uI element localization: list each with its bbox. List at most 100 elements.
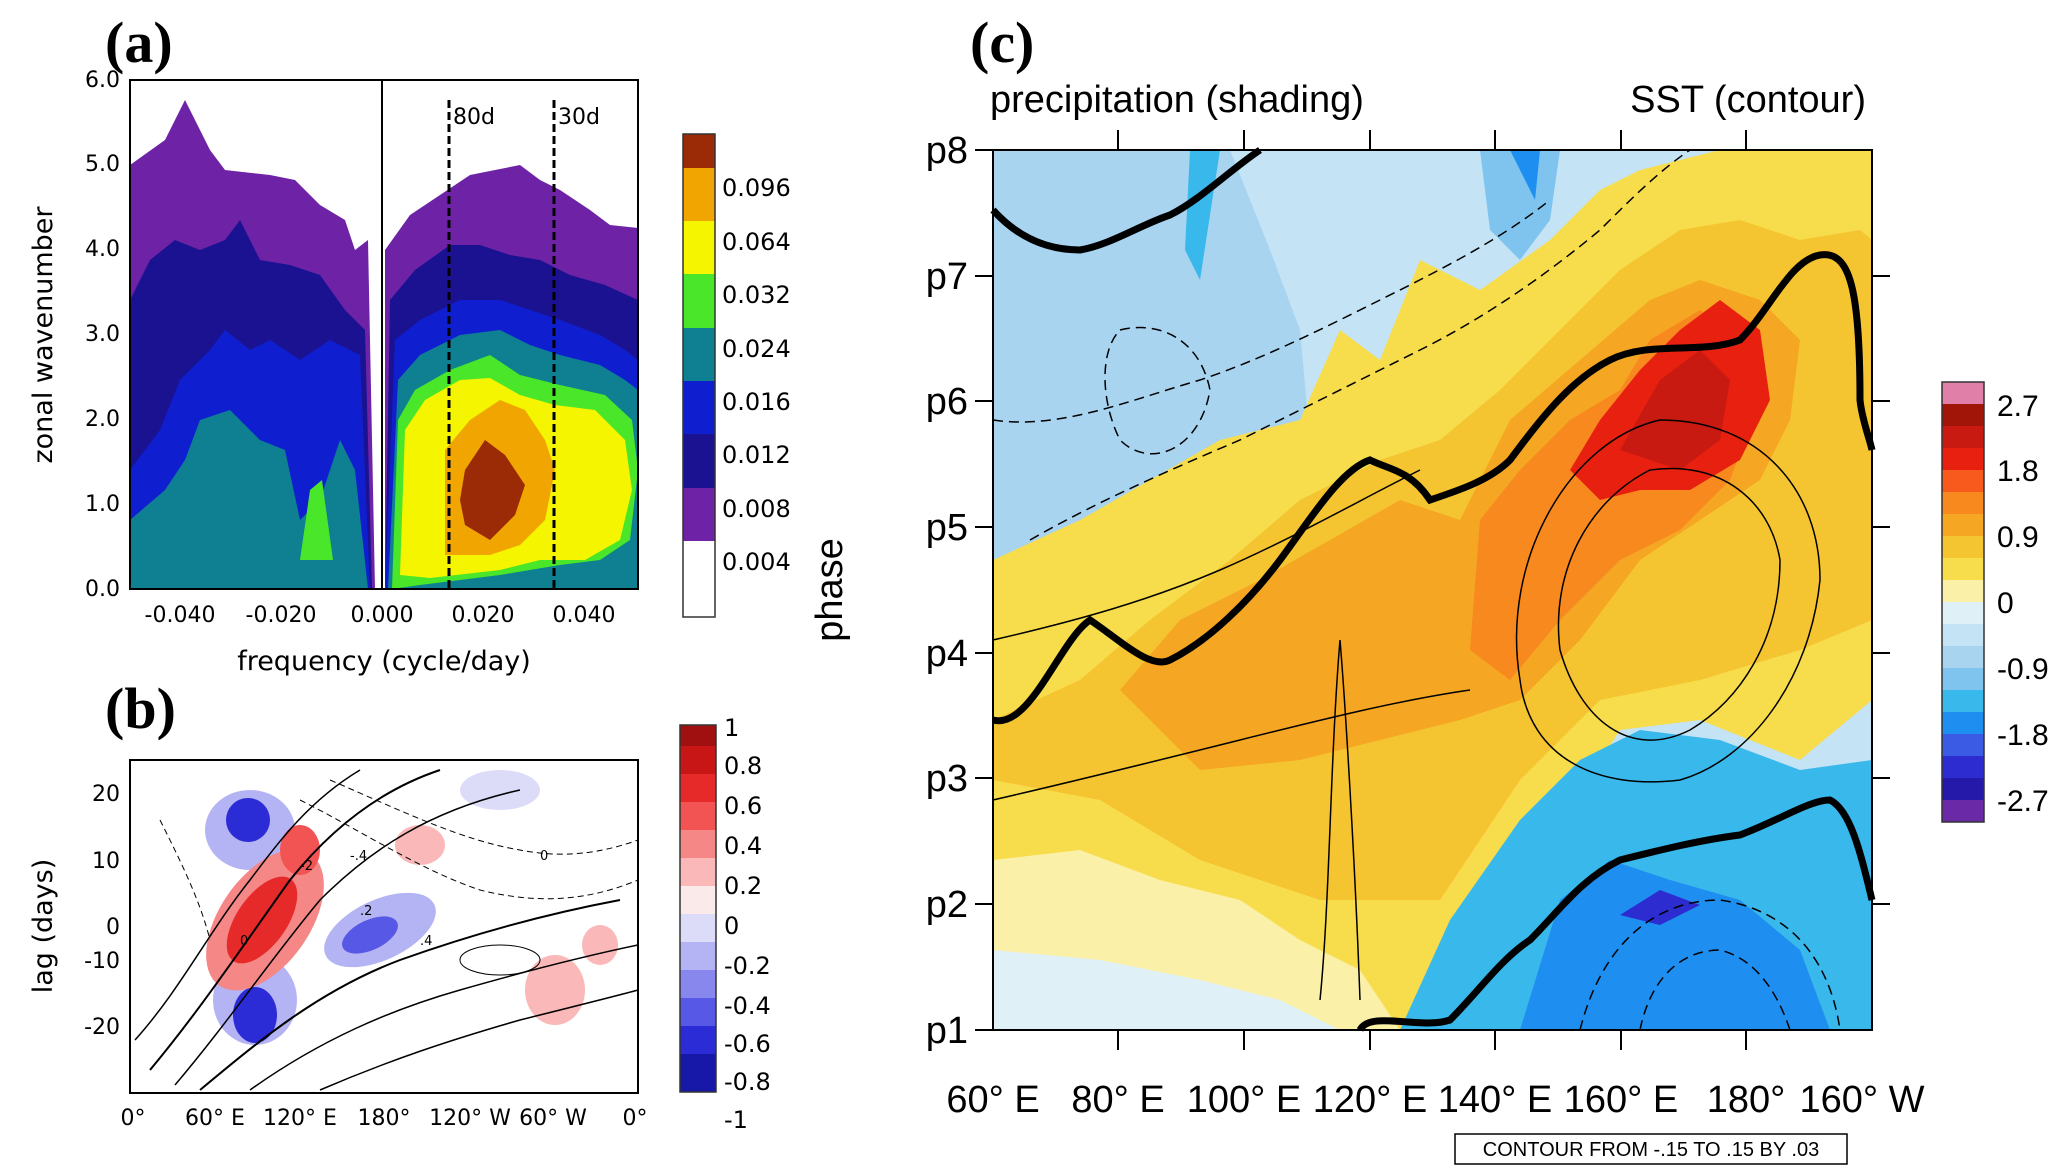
b-cbar-swatch-5 (680, 858, 716, 886)
b-contour-9 (159, 819, 211, 941)
b-cbar-swatch-8 (680, 942, 716, 970)
ref-label-80d: 80d (453, 105, 495, 130)
c-contour-zero-2 (992, 251, 1876, 725)
c-cbar-swatch-12 (1942, 646, 1984, 668)
panel-a-letter: (a) (105, 10, 173, 75)
c-cbar-swatch-6 (1942, 514, 1984, 536)
panel-a-frame (129, 79, 639, 590)
panel-c-frame (992, 149, 1873, 1031)
panel-b-ylabel: lag (days) (28, 859, 59, 994)
panel-c-contours (990, 147, 1876, 1033)
b-contour-label-2: .2 (360, 904, 372, 919)
b-cbar-label-0: 1 (724, 714, 739, 742)
c-contour-dashed-2 (1029, 149, 1691, 541)
c-cbar-label-3: 0 (1997, 587, 2014, 620)
panel-a: (a) 80d 30d 0.0 (28, 10, 791, 677)
b-contour-label-5: 0 (540, 849, 548, 864)
b-cbar-swatch-4 (680, 830, 716, 858)
b-cbar-label-3: 0.4 (724, 832, 762, 860)
b-cbar-label-7: -0.4 (724, 992, 771, 1020)
panel-b-y-ticks: -20 -10 0 10 20 (84, 782, 120, 1040)
b-shade-red-2 (280, 825, 320, 875)
a-cbar-labels: 0.096 0.064 0.032 0.024 0.016 0.012 0.00… (722, 174, 791, 576)
c-contour-dashed-4 (1579, 899, 1841, 1031)
a-cbar-swatch-4 (683, 328, 715, 381)
c-cbar-swatch-17 (1942, 756, 1984, 778)
a-cbar-swatch-1 (683, 168, 715, 221)
c-cbar-label-0: 2.7 (1997, 390, 2039, 423)
c-contour-solid-2 (1515, 419, 1821, 783)
b-xtick-0: 0° (121, 1106, 146, 1131)
panel-c-x-ticks: 60° E 80° E 100° E 120° E 140° E 160° E … (946, 1079, 1924, 1121)
b-cbar-label-4: 0.2 (724, 872, 762, 900)
panel-b-contour-labels: 0 -2 .2 .4 -.4 0 (240, 849, 548, 949)
c-xtick-1: 80° E (1071, 1079, 1164, 1121)
c-shade-cyan-top-1 (1185, 150, 1220, 280)
c-contour-solid-1 (1557, 467, 1781, 741)
b-ytick-3: 10 (92, 849, 120, 874)
b-cbar-frame (679, 724, 717, 1093)
c-ytick-2: p3 (926, 758, 968, 800)
b-contour-8 (329, 779, 639, 855)
c-contour-note: CONTOUR FROM -.15 TO .15 BY .03 (1483, 1139, 1819, 1161)
c-ytick-7: p8 (926, 130, 968, 172)
b-cbar-labels: 1 0.8 0.6 0.4 0.2 0 -0.2 -0.4 -0.6 -0.8 … (724, 714, 771, 1134)
b-contour-2 (174, 789, 521, 1086)
b-cbar-swatch-6 (680, 886, 716, 914)
a-ytick-3: 3.0 (85, 322, 120, 347)
a-ytick-5: 5.0 (85, 152, 120, 177)
a-xtick-3: 0.020 (452, 603, 515, 628)
c-xtick-0: 60° E (946, 1079, 1039, 1121)
b-shade-red-4 (525, 955, 585, 1025)
b-ytick-0: -20 (84, 1015, 120, 1040)
c-xtick-5: 160° E (1564, 1079, 1679, 1121)
b-contour-10 (459, 944, 541, 976)
ref-label-30d: 30d (558, 105, 600, 130)
a-cbar-label-2: 0.032 (722, 281, 791, 309)
c-xtick-2: 100° E (1187, 1079, 1302, 1121)
c-xtick-7: 160° W (1799, 1079, 1924, 1121)
a-ytick-2: 2.0 (85, 407, 120, 432)
panel-c-title-left: precipitation (shading) (990, 79, 1364, 121)
b-cbar-swatch-10 (680, 998, 716, 1026)
panel-c-tickmarks (975, 130, 1890, 1050)
c-ytick-1: p2 (926, 884, 968, 926)
a-cbar-label-7: 0.004 (722, 548, 791, 576)
b-ytick-2: 0 (106, 915, 120, 940)
panel-c: (c) precipitation (shading) SST (contour… (809, 10, 2049, 1165)
c-ytick-3: p4 (926, 633, 968, 675)
b-contour-label-3: .4 (420, 934, 432, 949)
b-xtick-5: 60° W (519, 1106, 587, 1131)
b-contour-1 (149, 769, 441, 1071)
b-cbar-swatch-2 (680, 774, 716, 802)
c-contour-zero-1 (990, 147, 1262, 254)
a-cbar-swatch-0 (683, 134, 715, 168)
c-contour-dashed-1 (992, 199, 1551, 423)
b-cbar-swatch-11 (680, 1026, 716, 1054)
c-cbar-swatch-13 (1942, 668, 1984, 690)
a-ytick-0: 0.0 (85, 577, 120, 602)
panel-c-colorbar: 2.7 1.8 0.9 0 -0.9 -1.8 -2.7 (1941, 381, 2049, 823)
c-xtick-6: 180° (1707, 1079, 1786, 1121)
c-ytick-5: p6 (926, 381, 968, 423)
b-cbar-swatch-3 (680, 802, 716, 830)
b-contour-6 (319, 989, 639, 1091)
c-cbar-swatch-19 (1942, 800, 1984, 822)
c-cbar-frame (1941, 381, 1985, 823)
b-contour-label-0: 0 (240, 934, 248, 949)
b-shade-blue-3-core (342, 916, 398, 954)
b-contour-label-4: -.4 (350, 849, 367, 864)
c-contour-solid-5 (1319, 639, 1361, 1001)
b-shade-red-5 (582, 925, 618, 965)
c-shade-cyan-top-2 (1480, 150, 1560, 260)
panel-c-letter: (c) (970, 10, 1034, 75)
c-cbar-label-5: -1.8 (1997, 719, 2049, 752)
panel-b-frame (129, 759, 639, 1094)
b-cbar-label-2: 0.6 (724, 792, 762, 820)
a-cbar-swatch-2 (683, 221, 715, 274)
c-cbar-swatch-3 (1942, 448, 1984, 470)
panel-b-letter: (b) (105, 676, 176, 741)
panel-a-xlabel: frequency (cycle/day) (237, 646, 531, 677)
c-cbar-label-4: -0.9 (1997, 653, 2049, 686)
c-shade-pale-bottom (993, 950, 1340, 1030)
